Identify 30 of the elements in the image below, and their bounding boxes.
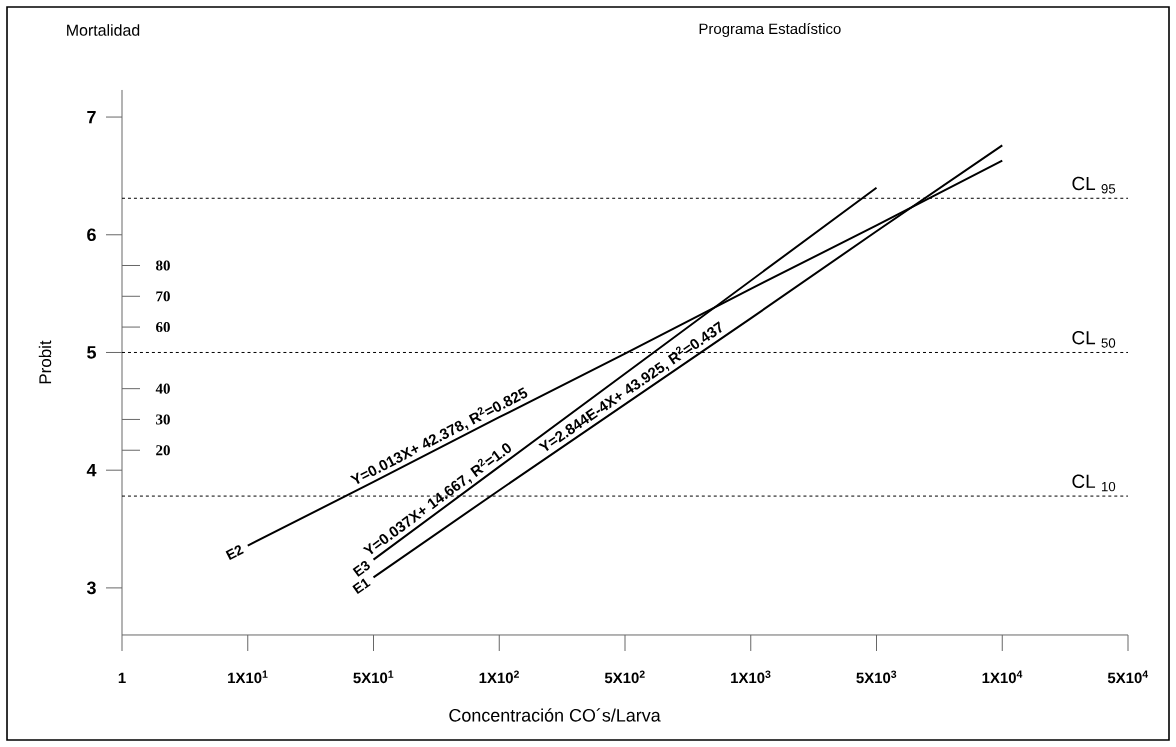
x-tick-label: 5X10$^{1}$ (353, 670, 394, 684)
y2-tick-label: 80 (156, 260, 170, 271)
chart-title: Programa Estadístico (699, 22, 841, 38)
y2-tick-label: 20 (156, 445, 170, 456)
text: E1 (352, 578, 371, 595)
y2-tick-label: 60 (156, 322, 170, 333)
x-tick-label: 5X10$^{2}$ (604, 670, 645, 684)
x-axis-title: Concentración CO´s/Larva (449, 708, 661, 722)
ref-line-label: CL $_{50}$ (1072, 330, 1116, 348)
x-tick-label: 1X10$^{1}$ (228, 670, 268, 684)
text: E2 (225, 545, 244, 560)
text: Mortalidad (67, 24, 140, 36)
ref-line-label: CL $_{95}$ (1072, 176, 1116, 194)
y-tick-label: 7 (87, 110, 96, 124)
x-tick-label: 1X10$^{3}$ (731, 670, 771, 684)
x-tick-label: 5X10$^{4}$ (1107, 670, 1149, 684)
y2-tick-label: 70 (156, 291, 170, 302)
y-axis-title: Probit (38, 340, 52, 384)
y-tick-label: 5 (87, 346, 96, 359)
y2-tick-label: 40 (155, 383, 170, 394)
y-tick-label: 4 (86, 464, 97, 477)
ref-line-label: CL $_{10}$ (1072, 474, 1116, 492)
x-tick-label: 1 (118, 672, 126, 683)
x-tick-label: 5X10$^{3}$ (856, 670, 897, 684)
y-tick-label: 6 (87, 228, 96, 242)
x-tick-label: 1X10$^{2}$ (479, 670, 519, 684)
y2-tick-label: 30 (156, 414, 170, 425)
y-tick-label: 3 (86, 581, 96, 595)
text: E3 (352, 560, 370, 577)
x-tick-label: 1X10$^{4}$ (982, 670, 1023, 684)
